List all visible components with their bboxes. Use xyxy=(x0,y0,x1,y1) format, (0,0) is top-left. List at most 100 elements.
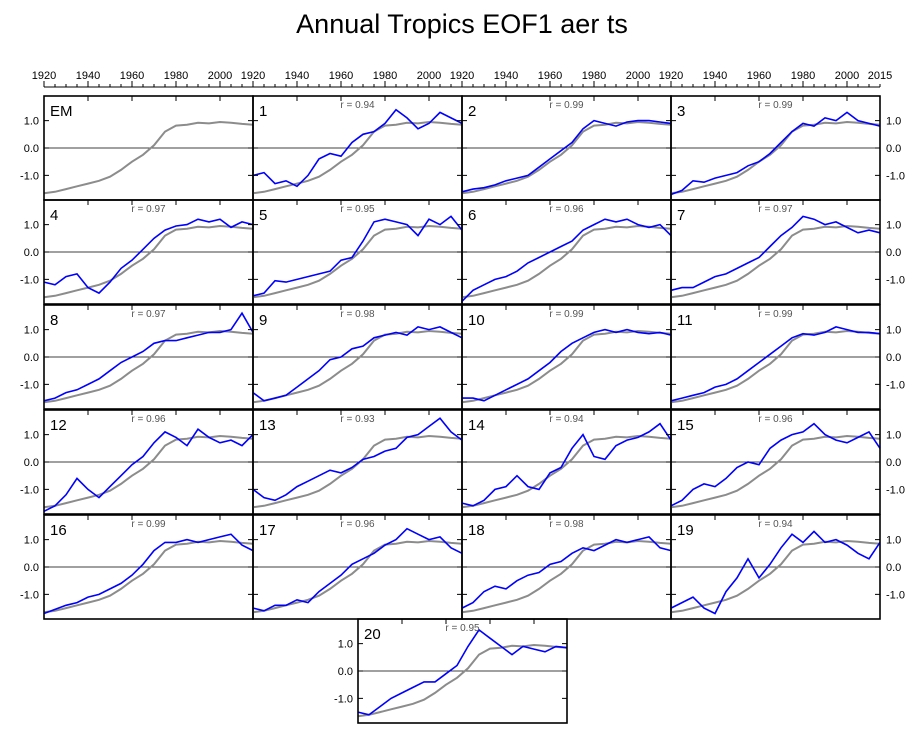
panel-label: 4 xyxy=(50,207,58,224)
y-tick-label: 0.0 xyxy=(24,143,39,155)
x-tick-label: 2000 xyxy=(417,70,441,82)
panel-label: 6 xyxy=(468,207,476,224)
series-line-ensemble-mean xyxy=(252,120,463,195)
x-tick-label: 1960 xyxy=(329,70,353,82)
y-tick-label: -1.0 xyxy=(20,379,39,391)
series-line-ensemble-mean xyxy=(252,224,463,299)
series-line-ensemble-mean xyxy=(252,329,463,404)
y-tick-label: -1.0 xyxy=(886,379,905,391)
series-line-member xyxy=(252,527,463,612)
y-tick-label: 0.0 xyxy=(886,247,901,259)
panel-18: 18 r = 0.98 xyxy=(461,514,672,620)
series-line-member xyxy=(252,326,463,402)
series-line-ensemble-mean xyxy=(670,434,881,509)
y-tick-label: 1.0 xyxy=(24,220,39,232)
panel-4: 4 r = 0.97 1.0 0.0 -1.0 xyxy=(20,199,254,305)
y-tick-label: -1.0 xyxy=(20,589,39,601)
panel-11: 11 r = 0.99 1.0 0.0 -1.0 xyxy=(670,304,905,410)
chart-title: Annual Tropics EOF1 aer ts xyxy=(296,9,628,39)
series-line-ensemble-mean xyxy=(461,539,672,614)
correlation-label: r = 0.94 xyxy=(549,414,584,425)
panel-label: 11 xyxy=(677,312,693,329)
series-line-member xyxy=(461,218,672,302)
y-tick-label: -1.0 xyxy=(886,274,905,286)
series-line-ensemble-mean xyxy=(357,643,568,718)
x-tick-label: 1960 xyxy=(120,70,144,82)
series-line-member xyxy=(670,326,881,402)
panel-label: 7 xyxy=(677,207,685,224)
series-line-member xyxy=(43,311,254,402)
x-tick-label: 1980 xyxy=(373,70,397,82)
series-line-member xyxy=(462,328,672,402)
correlation-label: r = 0.93 xyxy=(340,414,375,425)
x-tick-label: 2000 xyxy=(835,70,859,82)
correlation-label: r = 0.96 xyxy=(549,204,584,215)
panel-label: 8 xyxy=(50,312,58,329)
correlation-label: r = 0.96 xyxy=(131,414,166,425)
panel-label: 15 xyxy=(677,417,694,434)
correlation-label: r = 0.99 xyxy=(758,309,793,320)
correlation-label: r = 0.99 xyxy=(758,100,793,111)
panel-label: 14 xyxy=(468,417,485,434)
panel-2: 2 r = 0.99 1920 1940 1960 1980 2000 xyxy=(450,70,672,201)
x-tick-label: 1940 xyxy=(703,70,727,82)
y-tick-label: -1.0 xyxy=(20,170,39,182)
y-tick-label: 0.0 xyxy=(24,352,39,364)
series-line-ensemble-mean xyxy=(461,329,672,404)
panel-7: 7 r = 0.97 1.0 0.0 -1.0 xyxy=(670,199,905,305)
y-tick-label: -1.0 xyxy=(20,484,39,496)
panel-label: 16 xyxy=(50,522,67,539)
series-line-ensemble-mean xyxy=(461,120,672,195)
y-tick-label: 1.0 xyxy=(886,116,901,128)
y-tick-label: 1.0 xyxy=(338,639,353,651)
correlation-label: r = 0.97 xyxy=(131,309,166,320)
panel-8: 8 r = 0.97 1.0 0.0 -1.0 xyxy=(20,304,254,410)
correlation-label: r = 0.94 xyxy=(340,100,375,111)
series-line-ensemble-mean xyxy=(43,539,254,614)
x-tick-label: 1920 xyxy=(659,70,683,82)
x-tick-label: 2015 xyxy=(868,70,892,82)
x-tick-label: 1980 xyxy=(582,70,606,82)
panel-16: 16 r = 0.99 1.0 0.0 -1.0 xyxy=(20,514,254,620)
correlation-label: r = 0.94 xyxy=(758,519,793,530)
y-tick-label: 0.0 xyxy=(338,666,353,678)
x-tick-label: 1940 xyxy=(494,70,518,82)
correlation-label: r = 0.97 xyxy=(131,204,166,215)
series-line-member xyxy=(357,628,568,716)
panel-1: 1 r = 0.94 1920 1940 1960 1980 2000 xyxy=(241,70,463,201)
panel-label: 19 xyxy=(677,522,694,539)
series-line-ensemble-mean xyxy=(252,434,463,509)
x-tick-label: 1960 xyxy=(747,70,771,82)
correlation-label: r = 0.96 xyxy=(340,519,375,530)
panel-14: 14 r = 0.94 xyxy=(461,409,672,515)
x-tick-label: 1960 xyxy=(538,70,562,82)
correlation-label: r = 0.95 xyxy=(340,204,375,215)
y-tick-label: 1.0 xyxy=(886,535,901,547)
panel-17: 17 r = 0.96 xyxy=(252,514,463,620)
correlation-label: r = 0.96 xyxy=(758,414,793,425)
series-line-member xyxy=(252,108,463,188)
panel-12: 12 r = 0.96 1.0 0.0 -1.0 xyxy=(20,409,254,515)
y-tick-label: 1.0 xyxy=(24,535,39,547)
x-tick-label: 2000 xyxy=(626,70,650,82)
series-line-ensemble-mean xyxy=(43,224,254,299)
correlation-label: r = 0.97 xyxy=(758,204,793,215)
series-line-member xyxy=(670,215,881,292)
x-tick-label: 1940 xyxy=(285,70,309,82)
y-tick-label: -1.0 xyxy=(886,484,905,496)
correlation-label: r = 0.99 xyxy=(549,309,584,320)
x-tick-label: 1940 xyxy=(76,70,100,82)
series-line-member xyxy=(461,422,672,507)
y-tick-label: 0.0 xyxy=(24,247,39,259)
panel-label: 5 xyxy=(259,207,267,224)
x-tick-label: 1920 xyxy=(32,70,56,82)
y-tick-label: 0.0 xyxy=(886,457,901,469)
correlation-label: r = 0.99 xyxy=(549,100,584,111)
series-line-ensemble-mean xyxy=(252,539,463,614)
series-line-ensemble-mean xyxy=(670,224,881,299)
y-tick-label: 0.0 xyxy=(886,562,901,574)
x-tick-label: 1980 xyxy=(791,70,815,82)
panel-label: 3 xyxy=(677,103,685,120)
panel-label: 12 xyxy=(50,417,67,434)
